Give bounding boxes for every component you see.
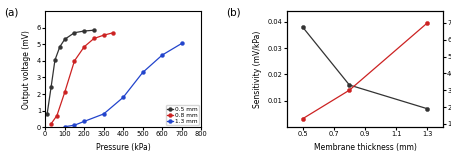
0.5 mm	[48, 86, 54, 88]
Y-axis label: Sensitivity (mV/kPa): Sensitivity (mV/kPa)	[253, 31, 262, 108]
0.8 mm	[72, 60, 77, 62]
1.3 mm	[101, 113, 106, 115]
Legend: 0.5 mm, 0.8 mm, 1.3 mm: 0.5 mm, 0.8 mm, 1.3 mm	[165, 105, 199, 125]
0.5 mm	[57, 46, 62, 48]
Line: 0.5 mm: 0.5 mm	[45, 28, 96, 116]
0.8 mm	[81, 46, 87, 48]
0.5 mm	[81, 30, 87, 32]
Text: (b): (b)	[226, 8, 240, 18]
1.3 mm	[179, 42, 184, 44]
Y-axis label: Output voltage (mV): Output voltage (mV)	[22, 30, 31, 109]
0.5 mm	[44, 113, 50, 115]
0.8 mm	[101, 34, 106, 36]
1.3 mm	[62, 126, 67, 128]
Line: 1.3 mm: 1.3 mm	[63, 41, 183, 129]
Text: (a): (a)	[5, 8, 19, 18]
0.8 mm	[48, 123, 54, 125]
1.3 mm	[140, 72, 145, 73]
0.5 mm	[52, 59, 58, 61]
0.5 mm	[62, 38, 67, 40]
Line: 0.8 mm: 0.8 mm	[49, 31, 115, 126]
X-axis label: Membrane thickness (mm): Membrane thickness (mm)	[313, 143, 415, 152]
X-axis label: Pressure (kPa): Pressure (kPa)	[96, 143, 150, 152]
1.3 mm	[72, 124, 77, 126]
0.5 mm	[72, 32, 77, 34]
1.3 mm	[81, 121, 87, 122]
0.8 mm	[110, 32, 116, 34]
1.3 mm	[159, 54, 165, 56]
0.8 mm	[54, 115, 60, 117]
0.8 mm	[62, 91, 67, 93]
0.8 mm	[91, 38, 97, 39]
1.3 mm	[120, 96, 126, 98]
0.5 mm	[91, 29, 97, 31]
